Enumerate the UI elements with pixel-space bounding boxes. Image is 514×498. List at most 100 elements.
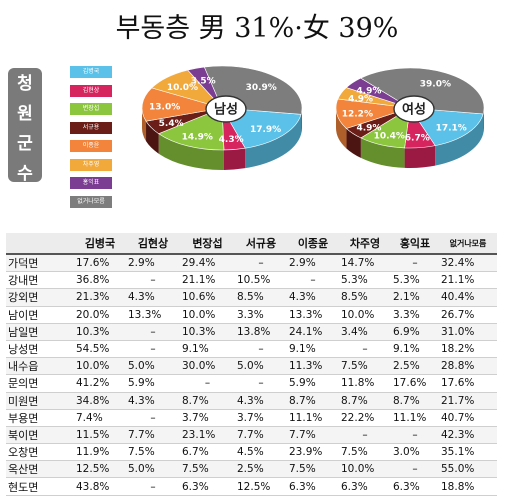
pie-slice-side [346,128,361,158]
table-cell: 11.3% [287,357,339,376]
table-cell: 22.2% [339,409,391,427]
table-cell: 17.6% [439,374,497,393]
table-cell: 10.0% [74,357,126,376]
pie-slice-side [435,113,484,166]
table-cell: 7.5% [339,443,391,462]
table-cell: 23.9% [287,443,339,462]
pie-slice-label: 17.1% [436,123,467,133]
table-cell: 17.6% [391,374,439,393]
table-cell: 42.3% [439,426,497,445]
legend-item: 김현상 [70,84,112,97]
table-cell: 4.3% [287,288,339,307]
table-cell: 10.3% [74,323,126,341]
table-cell: 30.0% [180,357,235,376]
table-cell: 11.1% [287,409,339,427]
table-cell: – [339,340,391,359]
pie-slice [360,67,485,115]
table-cell: 6.9% [391,323,439,341]
table-cell: 6.3% [180,477,235,496]
table-row-label: 미원면 [6,392,74,410]
table-cell: 5.0% [235,357,287,376]
table-row: 낭성면 54.5% –9.1% –9.1% –9.1% 18.2% [6,340,497,359]
table-cell: 2.1% [391,288,439,307]
pie-slice [158,107,225,151]
table-cell: 4.5% [235,443,287,462]
table-row: 남이면 20.0% 13.3% 10.0% 3.3% 13.3% 10.0% 3.3% 26.7… [6,306,497,324]
table-cell: 54.5% [74,340,126,359]
pie-slice-side [360,137,405,168]
table-cell: 9.1% [391,340,439,359]
table-header-cell: 이종윤 [287,233,339,255]
table-cell: 40.7% [439,409,497,427]
table-cell: 3.4% [339,323,391,341]
table-cell: 5.9% [126,374,180,393]
table-cell: 3.7% [235,409,287,427]
table-cell: 5.0% [126,460,180,479]
table-cell: 35.1% [439,443,497,462]
pie-center-badge [393,95,435,123]
pie-slice-side [146,121,159,154]
table-row: 옥산면 12.5% 5.0% 7.5% 2.5% 7.5% 10.0% –55.0% [6,460,497,479]
pie-slice-side [142,108,147,142]
table-row-label: 부용면 [6,409,74,427]
table-cell: – [391,426,439,445]
table-header-cell: 김병국 [74,233,126,255]
pie-slice-label: 4.9% [356,123,381,133]
table-row-label: 남이면 [6,306,74,324]
table-row: 미원면 34.8% 4.3% 8.7% 4.3% 8.7% 8.7% 8.7% 21.7% [6,392,497,410]
table-cell: 3.3% [235,306,287,324]
legend-item: 김병국 [70,66,112,78]
table-cell: 21.3% [74,288,126,307]
table-cell: – [235,254,287,273]
table-cell: 7.7% [235,426,287,445]
table-cell: 13.3% [126,306,180,324]
pie-slice-side [404,145,436,169]
table-cell: 11.1% [391,409,439,427]
table-cell: 10.6% [180,288,235,307]
table-cell: 32.4% [439,254,497,273]
table-cell: 31.0% [439,323,497,341]
table-cell: – [126,271,180,290]
pie-center-badge [205,95,247,123]
table-row: 강외면 21.3% 4.3% 10.6% 8.5% 4.3% 8.5% 2.1% 40.4% [6,288,497,307]
pie-slice-label: 5.4% [159,119,184,129]
table-row-label: 강내면 [6,271,74,290]
table-row: 오창면 11.9% 7.5% 6.7% 4.5% 23.9% 7.5% 3.0% 35.1% [6,443,497,462]
table-cell: – [391,254,439,273]
table-row-label: 남일면 [6,323,74,341]
table-header-cell: 차주영 [339,233,391,255]
table-cell: 8.7% [287,392,339,410]
table-cell: 10.0% [180,306,235,324]
table-row: 가덕면 17.6% 2.9% 29.4% –2.9% 14.7% –32.4% [6,254,497,273]
table-cell: 11.5% [74,426,126,445]
table-cell: 3.7% [180,409,235,427]
pie-slice-label: 30.9% [246,83,277,93]
table-row-label: 내수읍 [6,357,74,376]
table-cell: 11.8% [339,374,391,393]
side-label-char: 청 [17,74,33,94]
table-cell: 5.3% [391,271,439,290]
pie-slice-side [336,108,347,149]
table-cell: 40.4% [439,288,497,307]
table-cell: 36.8% [74,271,126,290]
pie-slice-side [158,133,224,170]
table-cell: 13.3% [287,306,339,324]
table-cell: 2.5% [235,460,287,479]
table-cell: – [235,374,287,393]
table-cell: 6.3% [339,477,391,496]
pie-slice-label: 4.9% [356,87,381,97]
table-cell: 4.3% [126,392,180,410]
table-cell: 8.7% [339,392,391,410]
table-cell: 29.4% [180,254,235,273]
table-cell: 20.0% [74,306,126,324]
table-cell: 9.1% [180,340,235,359]
table-cell: 11.9% [74,443,126,462]
table-row: 남일면 10.3% –10.3% 13.8% 24.1% 3.4% 6.9% 31.0% [6,323,497,341]
legend-item: 없거나모름 [70,195,112,208]
table-cell: 26.7% [439,306,497,324]
table-cell: 41.2% [74,374,126,393]
table-cell: 8.7% [180,392,235,410]
table-cell: 5.3% [339,271,391,290]
pie-slice-label: 39.0% [420,80,451,90]
table-row-label: 가덕면 [6,254,74,273]
